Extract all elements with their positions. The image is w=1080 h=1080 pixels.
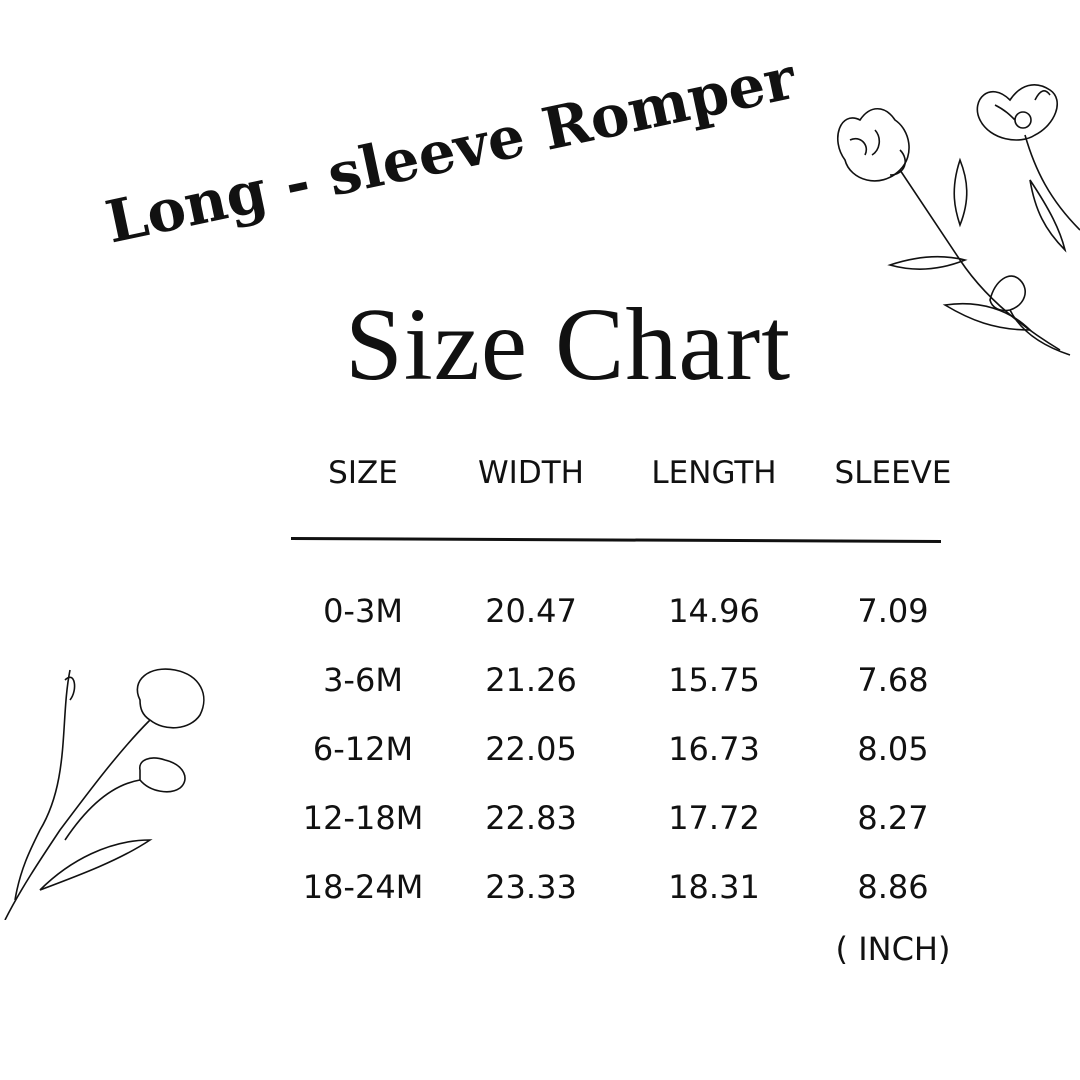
cell-sleeve: 8.86 (857, 868, 929, 906)
page-title: Size Chart (345, 287, 792, 402)
column-header-length: LENGTH (651, 455, 777, 491)
cell-length: 14.96 (668, 592, 760, 630)
header-divider (290, 537, 942, 543)
cell-size: 0-3M (323, 592, 403, 630)
cell-width: 23.33 (485, 868, 577, 906)
cell-sleeve: 7.09 (857, 592, 929, 630)
cell-length: 16.73 (668, 730, 760, 768)
flowers-icon (836, 84, 1080, 356)
column-header-sleeve: SLEEVE (834, 455, 952, 491)
cell-width: 21.26 (485, 661, 577, 699)
column-header-size: SIZE (328, 455, 398, 491)
tulips-icon (4, 668, 205, 920)
cell-length: 17.72 (668, 799, 760, 837)
cell-sleeve: 8.27 (857, 799, 929, 837)
cell-size: 12-18M (302, 799, 424, 837)
cell-length: 15.75 (668, 661, 760, 699)
cell-width: 20.47 (485, 592, 577, 630)
cell-size: 3-6M (323, 661, 403, 699)
cell-sleeve: 7.68 (857, 661, 929, 699)
cell-width: 22.83 (485, 799, 577, 837)
column-header-width: WIDTH (478, 455, 584, 491)
cell-size: 6-12M (312, 730, 414, 768)
cell-length: 18.31 (668, 868, 760, 906)
cell-sleeve: 8.05 (857, 730, 929, 768)
product-title: Long - sleeve Romper (100, 44, 801, 257)
cell-size: 18-24M (302, 868, 424, 906)
cell-width: 22.05 (485, 730, 577, 768)
unit-label: ( INCH) (835, 930, 951, 968)
